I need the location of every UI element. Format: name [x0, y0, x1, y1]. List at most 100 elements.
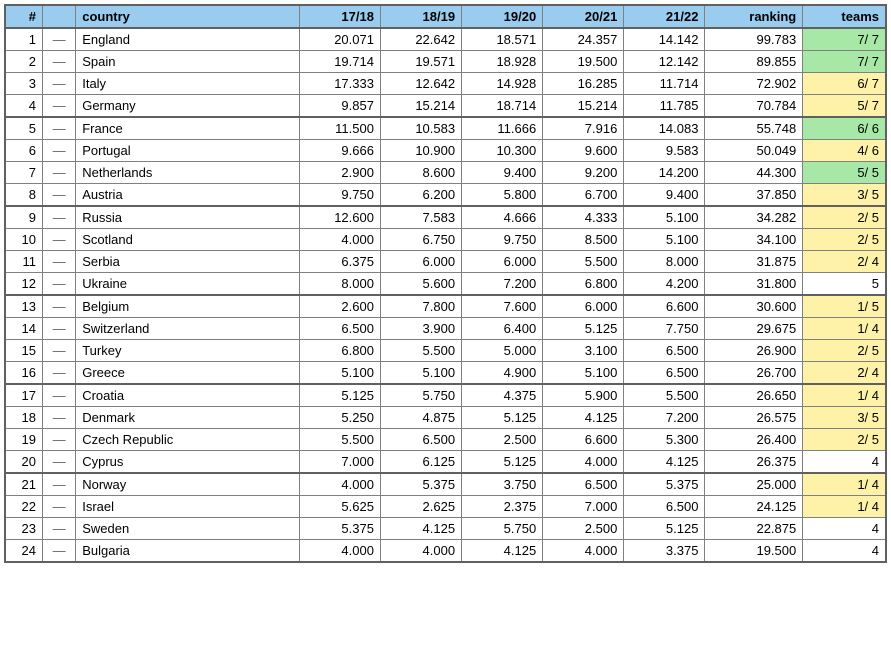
table-row: 23—Sweden5.3754.1255.7502.5005.12522.875…	[5, 518, 886, 540]
cell-20-21: 5.125	[543, 318, 624, 340]
cell-index: 16	[5, 362, 42, 385]
cell-teams: 7/ 7	[803, 28, 886, 51]
cell-20-21: 6.700	[543, 184, 624, 207]
cell-move-icon: —	[42, 117, 75, 140]
coefficient-table: # country 17/18 18/19 19/20 20/21 21/22 …	[4, 4, 887, 563]
cell-index: 10	[5, 229, 42, 251]
cell-move-icon: —	[42, 95, 75, 118]
header-country[interactable]: country	[76, 5, 300, 28]
header-19-20[interactable]: 19/20	[462, 5, 543, 28]
table-row: 2—Spain19.71419.57118.92819.50012.14289.…	[5, 51, 886, 73]
cell-teams: 2/ 5	[803, 229, 886, 251]
cell-index: 14	[5, 318, 42, 340]
cell-17-18: 5.500	[299, 429, 380, 451]
cell-move-icon: —	[42, 184, 75, 207]
cell-17-18: 2.900	[299, 162, 380, 184]
cell-20-21: 24.357	[543, 28, 624, 51]
cell-country: Belgium	[76, 295, 300, 318]
cell-21-22: 7.750	[624, 318, 705, 340]
cell-21-22: 11.714	[624, 73, 705, 95]
cell-index: 18	[5, 407, 42, 429]
cell-21-22: 7.200	[624, 407, 705, 429]
cell-teams: 2/ 5	[803, 429, 886, 451]
cell-index: 9	[5, 206, 42, 229]
cell-18-19: 6.000	[380, 251, 461, 273]
table-row: 13—Belgium2.6007.8007.6006.0006.60030.60…	[5, 295, 886, 318]
cell-teams: 1/ 5	[803, 295, 886, 318]
table-row: 6—Portugal9.66610.90010.3009.6009.58350.…	[5, 140, 886, 162]
header-20-21[interactable]: 20/21	[543, 5, 624, 28]
cell-index: 7	[5, 162, 42, 184]
cell-18-19: 4.125	[380, 518, 461, 540]
cell-country: Czech Republic	[76, 429, 300, 451]
header-ranking[interactable]: ranking	[705, 5, 803, 28]
cell-move-icon: —	[42, 162, 75, 184]
cell-country: Ukraine	[76, 273, 300, 296]
cell-ranking: 22.875	[705, 518, 803, 540]
header-18-19[interactable]: 18/19	[380, 5, 461, 28]
cell-20-21: 16.285	[543, 73, 624, 95]
cell-ranking: 55.748	[705, 117, 803, 140]
cell-20-21: 6.500	[543, 473, 624, 496]
cell-18-19: 10.900	[380, 140, 461, 162]
cell-17-18: 5.100	[299, 362, 380, 385]
cell-21-22: 11.785	[624, 95, 705, 118]
header-17-18[interactable]: 17/18	[299, 5, 380, 28]
cell-19-20: 4.900	[462, 362, 543, 385]
cell-ranking: 31.800	[705, 273, 803, 296]
cell-21-22: 9.583	[624, 140, 705, 162]
header-move[interactable]	[42, 5, 75, 28]
cell-18-19: 5.375	[380, 473, 461, 496]
cell-ranking: 24.125	[705, 496, 803, 518]
cell-21-22: 5.100	[624, 229, 705, 251]
cell-ranking: 70.784	[705, 95, 803, 118]
cell-20-21: 5.900	[543, 384, 624, 407]
cell-ranking: 37.850	[705, 184, 803, 207]
header-index[interactable]: #	[5, 5, 42, 28]
cell-21-22: 8.000	[624, 251, 705, 273]
cell-17-18: 9.750	[299, 184, 380, 207]
cell-19-20: 6.400	[462, 318, 543, 340]
table-row: 11—Serbia6.3756.0006.0005.5008.00031.875…	[5, 251, 886, 273]
cell-country: Turkey	[76, 340, 300, 362]
cell-ranking: 26.900	[705, 340, 803, 362]
cell-19-20: 9.400	[462, 162, 543, 184]
cell-21-22: 3.375	[624, 540, 705, 563]
cell-index: 21	[5, 473, 42, 496]
cell-18-19: 12.642	[380, 73, 461, 95]
cell-teams: 6/ 6	[803, 117, 886, 140]
cell-ranking: 34.282	[705, 206, 803, 229]
cell-index: 11	[5, 251, 42, 273]
cell-index: 13	[5, 295, 42, 318]
cell-teams: 2/ 5	[803, 340, 886, 362]
cell-19-20: 5.000	[462, 340, 543, 362]
cell-index: 8	[5, 184, 42, 207]
cell-country: Norway	[76, 473, 300, 496]
cell-move-icon: —	[42, 28, 75, 51]
cell-ranking: 26.700	[705, 362, 803, 385]
cell-17-18: 7.000	[299, 451, 380, 474]
cell-move-icon: —	[42, 51, 75, 73]
cell-teams: 3/ 5	[803, 407, 886, 429]
cell-move-icon: —	[42, 451, 75, 474]
cell-19-20: 18.928	[462, 51, 543, 73]
cell-country: Germany	[76, 95, 300, 118]
cell-20-21: 5.500	[543, 251, 624, 273]
cell-18-19: 4.875	[380, 407, 461, 429]
cell-18-19: 15.214	[380, 95, 461, 118]
header-teams[interactable]: teams	[803, 5, 886, 28]
table-row: 17—Croatia5.1255.7504.3755.9005.50026.65…	[5, 384, 886, 407]
cell-country: Portugal	[76, 140, 300, 162]
cell-country: Italy	[76, 73, 300, 95]
cell-ranking: 19.500	[705, 540, 803, 563]
cell-index: 12	[5, 273, 42, 296]
cell-17-18: 5.625	[299, 496, 380, 518]
header-21-22[interactable]: 21/22	[624, 5, 705, 28]
cell-21-22: 6.600	[624, 295, 705, 318]
cell-index: 17	[5, 384, 42, 407]
cell-20-21: 9.200	[543, 162, 624, 184]
cell-19-20: 2.375	[462, 496, 543, 518]
table-row: 10—Scotland4.0006.7509.7508.5005.10034.1…	[5, 229, 886, 251]
table-row: 9—Russia12.6007.5834.6664.3335.10034.282…	[5, 206, 886, 229]
cell-19-20: 4.666	[462, 206, 543, 229]
